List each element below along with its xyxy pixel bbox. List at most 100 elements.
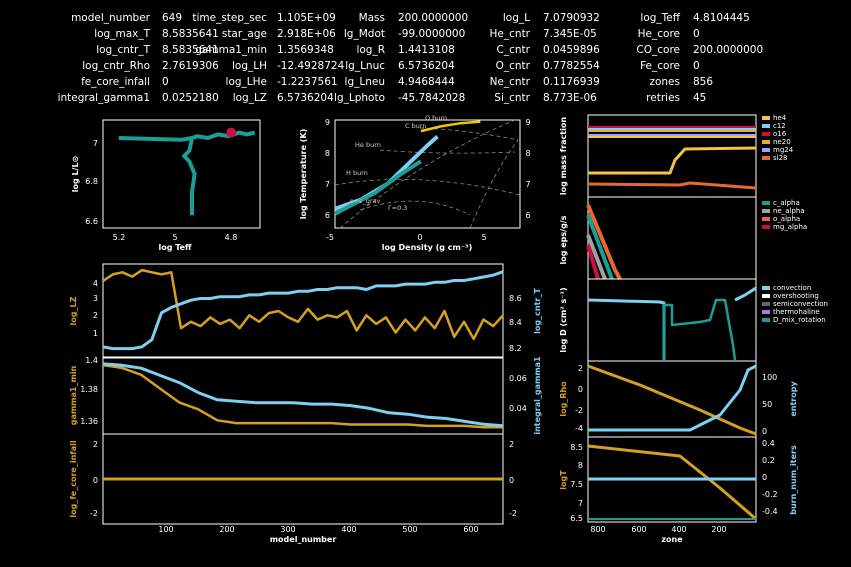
y-axis-label: log D (cm² s⁻¹)	[559, 287, 568, 352]
stat-value: 200.0000000	[693, 44, 764, 56]
series-line	[587, 298, 666, 360]
tick-label: 3	[93, 294, 98, 303]
stats-panel: model_number 649 time_step_sec 1.105E+09 Mas…	[0, 0, 851, 104]
trho-diagram-frame	[334, 119, 521, 229]
history-line	[102, 268, 504, 341]
stat-label: O_cntr	[495, 60, 530, 72]
legend-label: ne_alpha	[773, 207, 805, 215]
stat-label: He_core	[637, 28, 680, 40]
stat-label: log_cntr_T	[96, 44, 150, 56]
hist1-frame	[102, 263, 504, 359]
tick-label: 2	[93, 440, 98, 449]
legend-label: convection	[773, 284, 811, 292]
y-axis-label: log mass fraction	[559, 117, 568, 195]
tick-label: 200	[219, 525, 234, 534]
history-line	[102, 363, 503, 429]
tick-label: -4	[575, 424, 583, 433]
y-axis-label-right: burn_num_iters	[789, 445, 798, 515]
history-line	[102, 362, 504, 428]
stat-value: 0	[693, 28, 700, 40]
tick-label: 100	[158, 525, 173, 534]
legend-swatch	[762, 310, 770, 314]
legend-swatch	[762, 148, 770, 152]
burn-label: ε=ε_grav	[350, 197, 381, 205]
tick-label: 1.38	[80, 385, 98, 394]
stat-label: lg_Lnuc	[345, 60, 385, 72]
tick-label: 6.5	[570, 514, 583, 523]
tick-label: 6	[325, 211, 330, 220]
stat-label: log_R	[356, 44, 385, 56]
stat-label: log_cntr_Rho	[82, 60, 150, 72]
tick-label: 8	[525, 149, 530, 158]
hr-track	[182, 137, 197, 216]
stat-label: lg_Lneu	[344, 76, 385, 88]
legend-swatch	[762, 318, 770, 322]
tick-label: 2	[93, 311, 98, 320]
tick-label: 0.2	[762, 456, 775, 465]
hr-diagram-frame	[102, 119, 261, 229]
stat-value: 0.0459896	[543, 44, 600, 56]
tick-label: 7.5	[570, 480, 583, 489]
stat-value: 2.7619306	[162, 60, 219, 72]
legend-swatch	[762, 209, 770, 213]
tick-label: 7	[525, 180, 530, 189]
burn-boundary-line	[359, 200, 471, 216]
legend-label: semiconvection	[773, 300, 828, 308]
history-line	[102, 270, 504, 351]
series-line	[586, 244, 600, 280]
burn-boundary-line	[469, 139, 519, 229]
burn-label: C burn	[405, 122, 427, 130]
series-line	[586, 214, 614, 280]
stat-value: 45	[693, 92, 707, 104]
x-axis-label: log Teff	[158, 243, 192, 252]
legend-swatch	[762, 217, 770, 221]
abundance-line	[587, 181, 757, 190]
stat-label: zones	[649, 76, 680, 88]
stat-value: 1.105E+09	[277, 12, 336, 24]
legend-swatch	[762, 140, 770, 144]
tick-label: 5	[172, 233, 177, 242]
tick-label: 200	[711, 525, 726, 534]
legend-label: overshooting	[773, 292, 819, 300]
tick-label: -0.2	[762, 490, 778, 499]
stat-label: gamma1_min	[195, 44, 267, 56]
series-line	[662, 298, 737, 361]
stat-label: CO_core	[636, 44, 680, 56]
tick-label: 8.2	[509, 344, 522, 353]
stat-value: 7.345E-05	[543, 28, 597, 40]
legend-swatch	[762, 294, 770, 298]
tick-label: -2	[90, 509, 98, 518]
stat-label: log_Teff	[640, 12, 680, 24]
tick-label: 0.4	[762, 439, 775, 448]
tick-label: 0	[578, 385, 583, 394]
legend-label: mg24	[773, 146, 794, 154]
legend-label: o_alpha	[773, 215, 800, 223]
trho-track	[420, 120, 481, 133]
stat-value: 856	[693, 76, 714, 88]
stat-value: 7.0790932	[543, 12, 600, 24]
tick-label: 2	[509, 440, 514, 449]
legend-label: mg_alpha	[773, 223, 807, 231]
tick-label: 0.04	[509, 404, 527, 413]
tick-label: 0	[417, 233, 422, 242]
tick-label: 9	[325, 118, 330, 127]
stat-label: star_age	[221, 28, 267, 40]
series-line	[734, 286, 757, 302]
series-line	[586, 204, 622, 280]
tick-label: 5.2	[113, 233, 126, 242]
stat-label: C_cntr	[496, 44, 530, 56]
stat-value: 8.5835641	[162, 28, 219, 40]
tick-label: 4	[93, 279, 98, 288]
stat-value: 8.773E-06	[543, 92, 597, 104]
abundance-line	[588, 146, 757, 175]
burn-label: H burn	[346, 169, 368, 177]
legend-swatch	[762, 124, 770, 128]
tick-label: 5	[481, 233, 486, 242]
legend-swatch	[762, 302, 770, 306]
burn-label: He burn	[355, 141, 381, 149]
legend-swatch	[762, 201, 770, 205]
stat-value: 0.1176939	[543, 76, 600, 88]
y-axis-label-right: entropy	[789, 381, 798, 417]
stat-label: log_LZ	[232, 92, 267, 104]
stat-label: Ne_cntr	[489, 76, 530, 88]
